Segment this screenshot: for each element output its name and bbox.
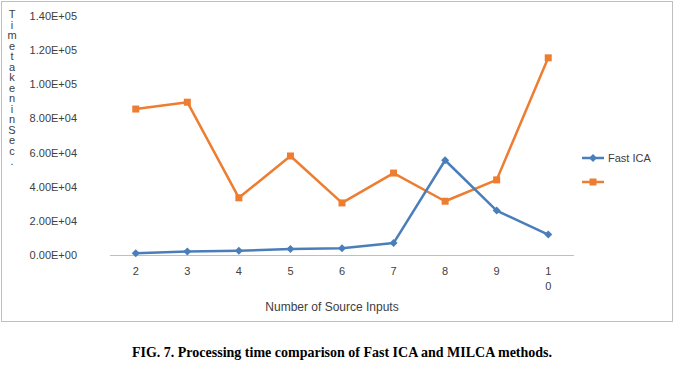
x-tick-label: 9: [494, 265, 500, 277]
caption: FIG. 7. Processing time comparison of Fa…: [132, 345, 552, 360]
y-axis-title: TimetakeninSec.: [7, 8, 16, 167]
x-axis: [110, 255, 574, 256]
marker: [338, 244, 346, 252]
tick-mark: [106, 16, 110, 17]
x-tick-label: 6: [339, 265, 345, 277]
x-tick-char: 4: [236, 265, 242, 277]
marker: [184, 99, 191, 106]
y-tick-label: 1.00E+05: [30, 78, 77, 90]
tick-mark: [106, 186, 110, 187]
tick-mark: [106, 255, 110, 256]
x-tick-char: 9: [494, 265, 500, 277]
marker: [132, 106, 139, 113]
x-tick-char: 1: [545, 265, 551, 277]
x-tick-label: 10: [545, 265, 551, 292]
x-tick-label: 2: [133, 265, 139, 277]
marker: [589, 154, 597, 162]
x-tick-char: 3: [184, 265, 190, 277]
x-tick-label: 4: [236, 265, 242, 277]
marker: [390, 239, 398, 247]
tick-mark: [106, 84, 110, 85]
marker: [339, 199, 346, 206]
y-tick-label: 2.00E+04: [30, 215, 77, 227]
marker: [545, 54, 552, 61]
marker: [493, 207, 501, 215]
marker: [183, 248, 191, 256]
series-line: [136, 160, 548, 253]
chart-frame: [2, 2, 673, 322]
series-line: [136, 58, 548, 203]
y-title-char: .: [10, 155, 13, 167]
marker: [493, 176, 500, 183]
x-tick-char: 6: [339, 265, 345, 277]
x-tick-label: 5: [287, 265, 293, 277]
marker: [132, 249, 140, 257]
tick-mark: [106, 220, 110, 221]
x-tick-char: 2: [133, 265, 139, 277]
plot-area: [132, 54, 552, 257]
x-tick-label: 8: [442, 265, 448, 277]
y-tick-label: 4.00E+04: [30, 181, 77, 193]
y-tick-label: 8.00E+04: [30, 112, 77, 124]
x-tick-label: 3: [184, 265, 190, 277]
marker: [235, 247, 243, 255]
marker: [390, 170, 397, 177]
y-tick-label: 1.20E+05: [30, 44, 77, 56]
x-axis-title: Number of Source Inputs: [265, 300, 398, 314]
marker: [441, 156, 449, 164]
x-tick-char: 7: [390, 265, 396, 277]
tick-mark: [106, 152, 110, 153]
marker: [235, 194, 242, 201]
y-tick-label: 0.00E+00: [30, 249, 77, 261]
tick-mark: [106, 118, 110, 119]
marker: [286, 245, 294, 253]
marker: [287, 152, 294, 159]
legend-label: Fast ICA: [608, 152, 651, 164]
marker: [590, 179, 597, 186]
x-tick-char: 0: [545, 280, 551, 292]
y-tick-label: 1.40E+05: [30, 10, 77, 22]
x-tick-label: 7: [390, 265, 396, 277]
x-tick-char: 8: [442, 265, 448, 277]
x-tick-char: 5: [287, 265, 293, 277]
chart: 0.00E+00 2.00E+04 4.00E+04 6.00E+04 8.00E+04…: [0, 0, 685, 375]
marker: [442, 198, 449, 205]
y-tick-label: 6.00E+04: [30, 147, 77, 159]
marker: [544, 231, 552, 239]
tick-mark: [106, 50, 110, 51]
